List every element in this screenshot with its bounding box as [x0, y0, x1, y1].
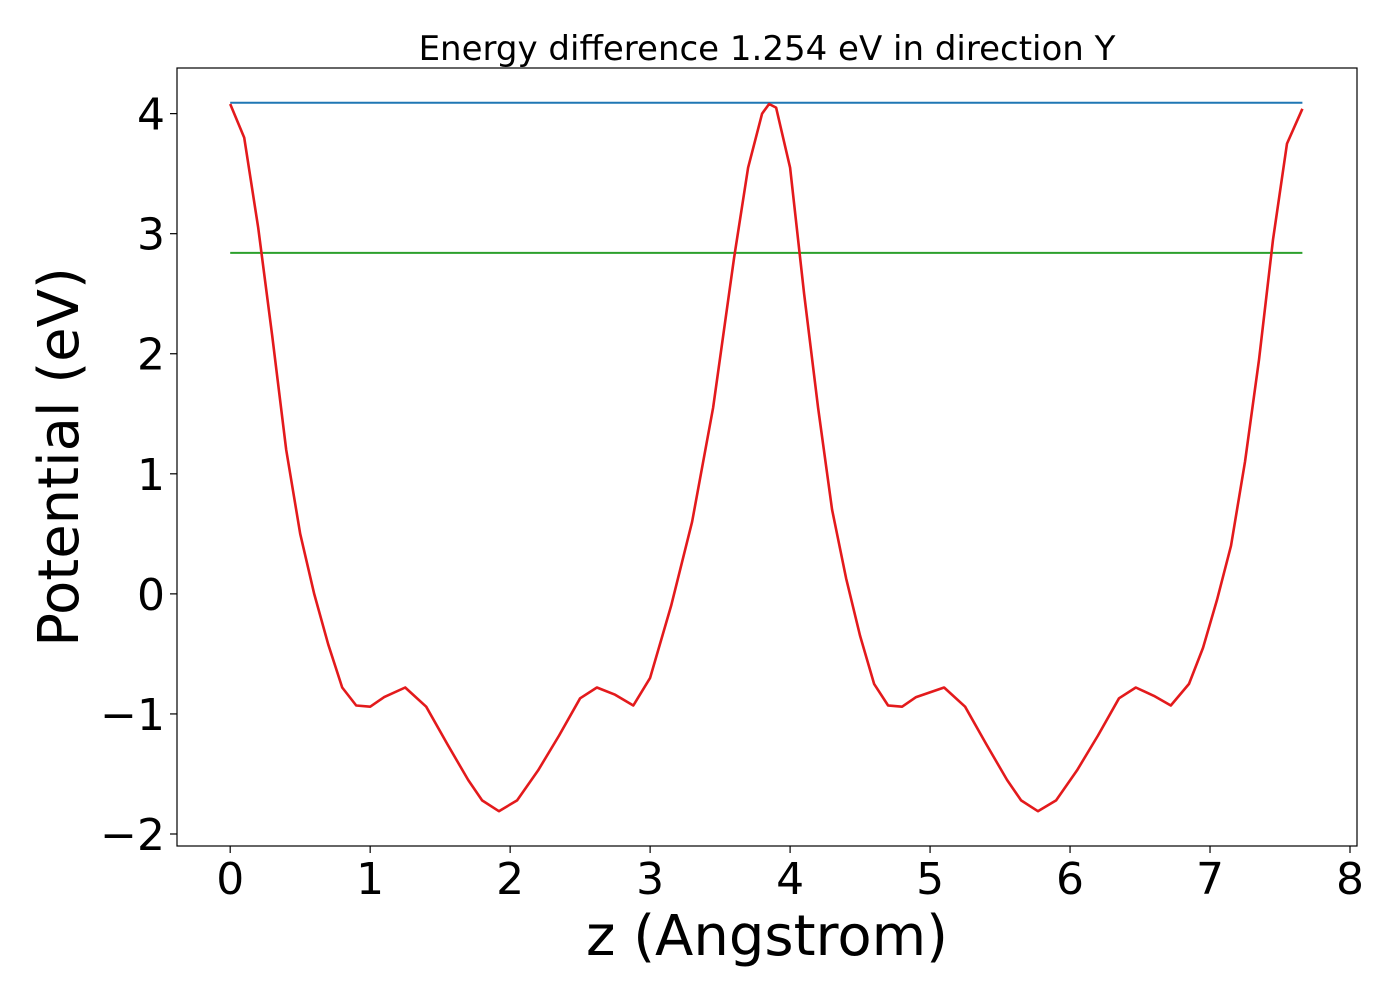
series-line-3 [229, 102, 1304, 813]
y-tick-label: −1 [100, 690, 165, 741]
x-tick-label: 1 [356, 854, 384, 905]
y-axis-title: Potential (eV) [27, 267, 92, 647]
x-tick-label: 4 [776, 854, 804, 905]
y-axis-ticks: −2 −1 0 1 2 3 4 [100, 90, 177, 861]
x-tick-label: 3 [636, 854, 664, 905]
y-tick-label: 0 [137, 570, 165, 621]
y-tick-label: −2 [100, 810, 165, 861]
x-tick-label: 7 [1196, 854, 1224, 905]
x-tick-label: 8 [1336, 854, 1364, 905]
y-tick-label: 4 [137, 90, 165, 141]
chart-title: Energy difference 1.254 eV in direction … [419, 29, 1116, 69]
x-tick-label: 0 [216, 854, 244, 905]
series-layer [229, 101, 1304, 813]
y-tick-label: 1 [137, 450, 165, 501]
x-tick-label: 6 [1056, 854, 1084, 905]
x-axis-ticks: 0 1 2 3 4 5 6 7 8 [216, 846, 1364, 905]
x-axis-title: z (Angstrom) [586, 904, 948, 969]
x-tick-label: 5 [916, 854, 944, 905]
plot-frame [176, 67, 1358, 847]
y-tick-label: 2 [137, 330, 165, 381]
x-tick-label: 2 [496, 854, 524, 905]
y-tick-label: 3 [137, 210, 165, 261]
